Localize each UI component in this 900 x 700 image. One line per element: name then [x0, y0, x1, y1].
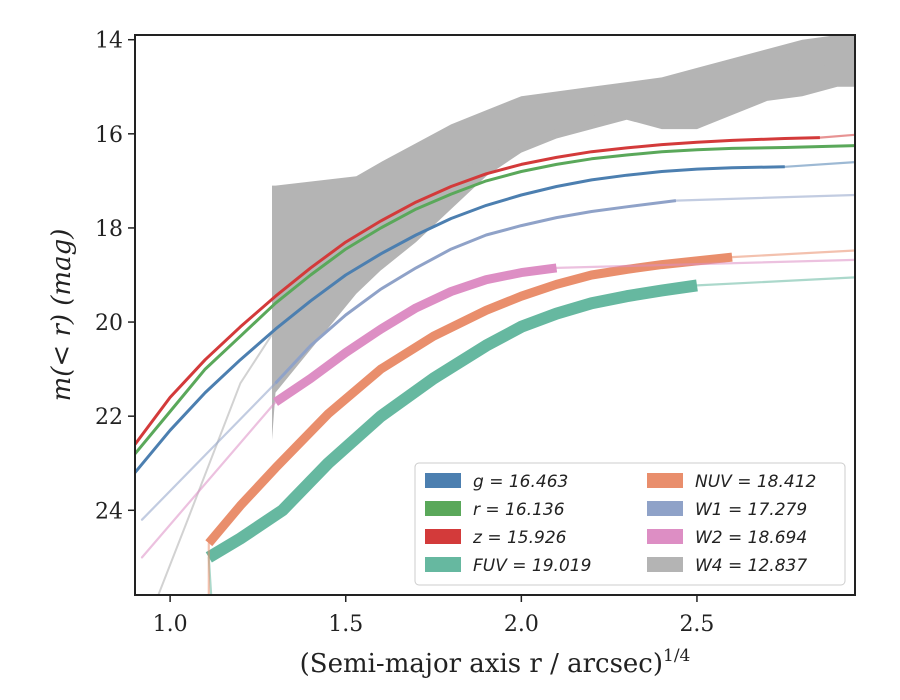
- legend: g = 16.463 r = 16.136 z = 15.926 FUV = 19.0…: [414, 462, 846, 586]
- series-z-halo: [135, 133, 855, 446]
- x-axis-title-superscript: 1/4: [663, 646, 690, 666]
- x-axis-title-text: (Semi-major axis r / arcsec): [300, 649, 663, 679]
- legend-label-w4: W4 = 12.837: [695, 556, 807, 576]
- series-r-halo: [135, 144, 855, 455]
- series-g-halo: [135, 161, 855, 474]
- legend-swatch-g: [425, 473, 461, 488]
- legend-swatch-w1: [647, 501, 683, 516]
- x-tick-label: 2.0: [504, 612, 539, 637]
- x-tick-label: 2.5: [679, 612, 714, 637]
- legend-label-w1: W1 = 17.279: [695, 500, 807, 520]
- series-fuv-line: [205, 279, 698, 563]
- legend-label-g: g = 16.463: [473, 472, 568, 492]
- x-axis: 1.0 1.5 2.0 2.5: [153, 595, 714, 637]
- y-tick-label: 22: [95, 405, 123, 430]
- y-tick-label: 16: [95, 123, 123, 148]
- legend-swatch-w4: [647, 557, 683, 572]
- series-w2-line: [272, 263, 558, 406]
- legend-swatch-z: [425, 529, 461, 544]
- legend-swatch-r: [425, 501, 461, 516]
- series-z-line: [135, 136, 820, 446]
- legend-swatch-fuv: [425, 557, 461, 572]
- series-r-line: [135, 144, 855, 455]
- legend-box: [414, 462, 846, 586]
- x-tick-label: 1.0: [153, 612, 188, 637]
- series-w1-line: [274, 199, 677, 385]
- x-tick-label: 1.5: [328, 612, 363, 637]
- series-g-line: [135, 165, 785, 474]
- y-axis: 14 16 18 20 22 24: [95, 29, 135, 524]
- legend-label-z: z = 15.926: [472, 528, 567, 548]
- plot-frame: [134, 34, 856, 596]
- plot-layer: [135, 35, 855, 595]
- legend-swatch-w2: [647, 529, 683, 544]
- legend-swatch-nuv: [647, 473, 683, 488]
- legend-label-w2: W2 = 18.694: [695, 528, 807, 548]
- legend-label-nuv: NUV = 18.412: [695, 472, 816, 492]
- y-tick-label: 18: [95, 217, 123, 242]
- series-w4-band: [272, 35, 855, 440]
- legend-label-fuv: FUV = 19.019: [473, 556, 591, 576]
- y-tick-label: 14: [95, 29, 123, 54]
- legend-label-r: r = 16.136: [473, 500, 565, 520]
- y-axis-title: m(< r) (mag): [47, 229, 77, 402]
- y-tick-label: 20: [95, 311, 123, 336]
- x-axis-title: (Semi-major axis r / arcsec)1/4: [300, 646, 691, 679]
- series-w4-halo: [157, 57, 855, 595]
- y-tick-label: 24: [95, 499, 123, 524]
